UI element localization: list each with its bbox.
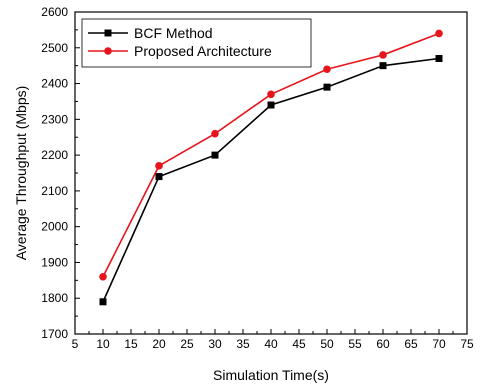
- data-point: [99, 298, 107, 306]
- series-0: [99, 55, 443, 306]
- x-tick-label: 75: [460, 337, 474, 351]
- y-tick-label: 2200: [41, 148, 68, 162]
- legend: BCF Method Proposed Architecture: [81, 18, 312, 68]
- y-tick-label: 2300: [41, 112, 68, 126]
- series-1: [99, 29, 443, 281]
- data-point: [155, 162, 163, 170]
- legend-label: BCF Method: [134, 25, 213, 41]
- x-tick-label: 15: [124, 337, 138, 351]
- series-layer: [99, 29, 443, 306]
- x-tick-label: 60: [376, 337, 390, 351]
- y-tick-label: 1700: [41, 327, 68, 341]
- data-point: [435, 29, 443, 38]
- data-point: [267, 90, 275, 99]
- y-tick-label: 2000: [41, 220, 68, 234]
- data-point: [211, 129, 219, 138]
- y-tick-label: 2600: [41, 5, 68, 19]
- data-point: [211, 151, 219, 159]
- legend-marker: [104, 29, 112, 37]
- x-tick-label: 25: [180, 337, 194, 351]
- y-tick-label: 1900: [41, 255, 68, 269]
- x-tick-label: 50: [320, 337, 334, 351]
- x-tick-label: 5: [72, 337, 79, 351]
- x-tick-label: 40: [264, 337, 278, 351]
- x-tick-label: 35: [236, 337, 250, 351]
- legend-label: Proposed Architecture: [134, 43, 272, 59]
- data-point: [155, 173, 163, 181]
- y-tick-label: 2100: [41, 184, 68, 198]
- tick-labels: 5 10 15 20 25 30 35 40 45 50 55 60 65 70 75 1700 1800 190…: [41, 5, 474, 351]
- y-tick-label: 1800: [41, 291, 68, 305]
- data-point: [379, 62, 387, 70]
- y-tick-label: 2500: [41, 41, 68, 55]
- x-tick-label: 55: [348, 337, 362, 351]
- legend-marker: [104, 47, 112, 55]
- data-point: [267, 101, 275, 109]
- axis-ticks: [74, 11, 468, 335]
- legend-box: [81, 18, 312, 68]
- data-point: [379, 51, 387, 59]
- series-line: [102, 32, 440, 278]
- y-axis-title: Average Throughput (Mbps): [13, 86, 29, 261]
- x-tick-label: 65: [404, 337, 418, 351]
- y-tick-label: 2400: [41, 77, 68, 91]
- x-tick-label: 30: [208, 337, 222, 351]
- data-point: [323, 65, 331, 74]
- x-tick-label: 45: [292, 337, 306, 351]
- x-axis-title: Simulation Time(s): [213, 367, 329, 383]
- x-tick-label: 20: [152, 337, 166, 351]
- x-tick-label: 70: [432, 337, 446, 351]
- data-point: [99, 272, 107, 281]
- x-tick-label: 10: [96, 337, 110, 351]
- data-point: [435, 55, 443, 63]
- data-point: [323, 83, 331, 91]
